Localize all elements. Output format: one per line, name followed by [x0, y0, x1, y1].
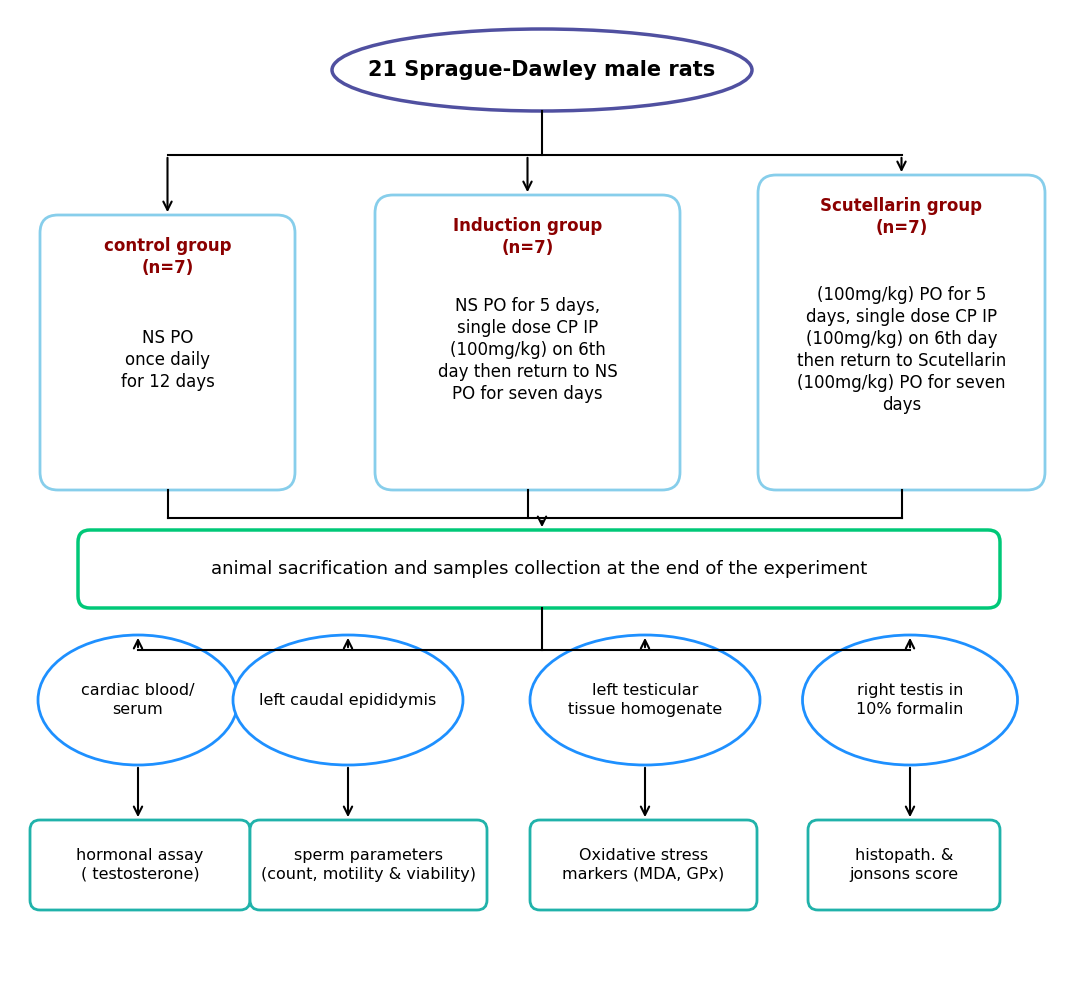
Text: left testicular
tissue homogenate: left testicular tissue homogenate — [567, 683, 723, 716]
FancyBboxPatch shape — [375, 195, 680, 490]
Text: sperm parameters
(count, motility & viability): sperm parameters (count, motility & viab… — [261, 848, 476, 882]
FancyBboxPatch shape — [250, 820, 487, 910]
Text: control group
(n=7): control group (n=7) — [104, 237, 231, 277]
Ellipse shape — [529, 635, 760, 765]
Text: hormonal assay
( testosterone): hormonal assay ( testosterone) — [76, 848, 204, 882]
Text: animal sacrification and samples collection at the end of the experiment: animal sacrification and samples collect… — [210, 560, 867, 578]
Ellipse shape — [233, 635, 463, 765]
Ellipse shape — [332, 29, 752, 111]
Text: (100mg/kg) PO for 5
days, single dose CP IP
(100mg/kg) on 6th day
then return to: (100mg/kg) PO for 5 days, single dose CP… — [796, 285, 1006, 414]
Ellipse shape — [803, 635, 1018, 765]
Text: Scutellarin group
(n=7): Scutellarin group (n=7) — [820, 197, 983, 237]
Text: cardiac blood/
serum: cardiac blood/ serum — [81, 683, 194, 716]
FancyBboxPatch shape — [529, 820, 757, 910]
Ellipse shape — [38, 635, 238, 765]
Text: histopath. &
jonsons score: histopath. & jonsons score — [850, 848, 958, 882]
FancyBboxPatch shape — [758, 175, 1045, 490]
FancyBboxPatch shape — [78, 530, 1000, 608]
FancyBboxPatch shape — [808, 820, 1000, 910]
Text: Oxidative stress
markers (MDA, GPx): Oxidative stress markers (MDA, GPx) — [562, 848, 725, 882]
Text: left caudal epididymis: left caudal epididymis — [259, 693, 436, 708]
Text: NS PO
once daily
for 12 days: NS PO once daily for 12 days — [120, 329, 215, 391]
Text: NS PO for 5 days,
single dose CP IP
(100mg/kg) on 6th
day then return to NS
PO f: NS PO for 5 days, single dose CP IP (100… — [437, 296, 617, 403]
Text: right testis in
10% formalin: right testis in 10% formalin — [856, 683, 963, 716]
Text: 21 Sprague-Dawley male rats: 21 Sprague-Dawley male rats — [369, 60, 716, 80]
Text: Induction group
(n=7): Induction group (n=7) — [452, 217, 602, 257]
FancyBboxPatch shape — [40, 215, 295, 490]
FancyBboxPatch shape — [30, 820, 250, 910]
